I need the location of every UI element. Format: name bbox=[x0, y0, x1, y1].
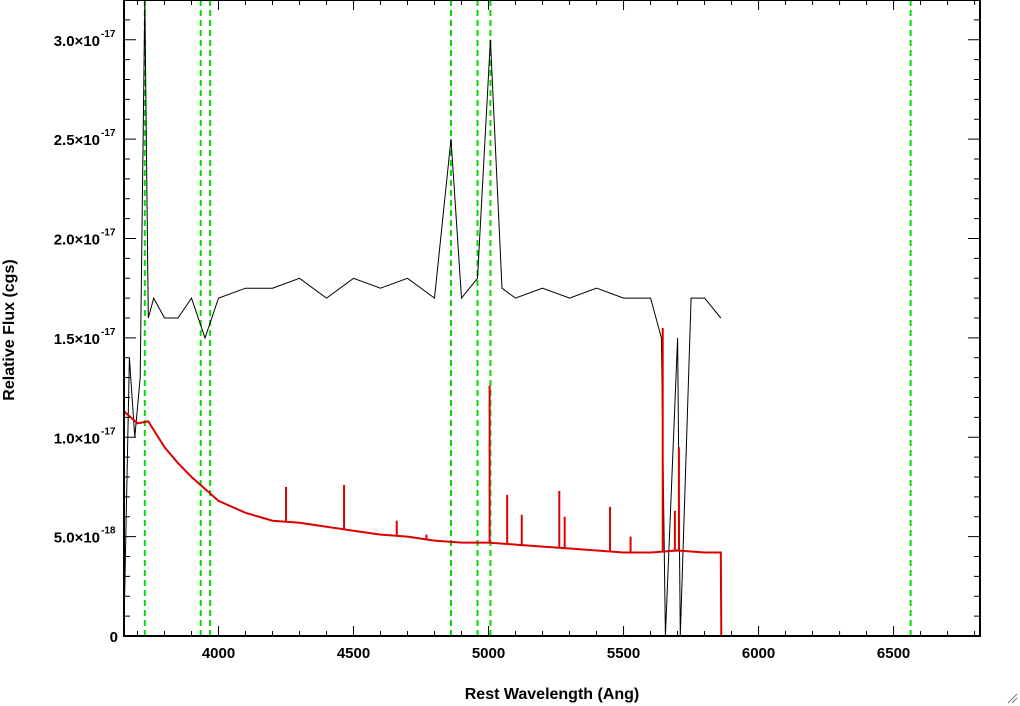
y-tick-exponent: -18 bbox=[101, 526, 116, 537]
y-tick-label: 3.0×10 bbox=[54, 33, 100, 50]
reference-lines bbox=[143, 0, 912, 636]
y-tick-label: 2.5×10 bbox=[54, 132, 100, 149]
x-tick-label: 6000 bbox=[742, 645, 775, 662]
x-tick-label: 4000 bbox=[202, 645, 235, 662]
x-tick-label: 6500 bbox=[877, 645, 910, 662]
y-tick-label: 1.0×10 bbox=[54, 430, 100, 447]
y-tick-exponent: -17 bbox=[101, 426, 116, 437]
x-axis-title: Rest Wavelength (Ang) bbox=[465, 686, 640, 703]
y-axis-title: Relative Flux (cgs) bbox=[1, 259, 18, 400]
series-layer bbox=[123, 0, 980, 637]
y-axis: 05.0×10 -181.0×10 -171.5×10 -172.0×10 -172.5… bbox=[54, 19, 980, 646]
y-tick-label: 0 bbox=[110, 629, 118, 646]
y-tick-exponent: -17 bbox=[101, 327, 116, 338]
x-tick-label: 5000 bbox=[472, 645, 505, 662]
spectrum-series-line bbox=[123, 0, 722, 637]
y-tick-exponent: -17 bbox=[101, 128, 116, 139]
model-series-line bbox=[123, 410, 980, 637]
x-axis: 4000 4500 5000 5500 6000 6500 bbox=[137, 0, 976, 662]
resize-grip-icon[interactable] bbox=[1007, 693, 1018, 704]
plot-frame bbox=[123, 0, 981, 637]
y-tick-label: 1.5×10 bbox=[54, 331, 100, 348]
x-tick-label: 5500 bbox=[607, 645, 640, 662]
y-tick-exponent: -17 bbox=[101, 228, 116, 239]
y-tick-label: 5.0×10 bbox=[54, 530, 100, 547]
y-tick-label: 2.0×10 bbox=[54, 232, 100, 249]
x-tick-label: 4500 bbox=[337, 645, 370, 662]
y-tick-exponent: -17 bbox=[101, 29, 116, 40]
emission-spikes bbox=[285, 327, 680, 553]
